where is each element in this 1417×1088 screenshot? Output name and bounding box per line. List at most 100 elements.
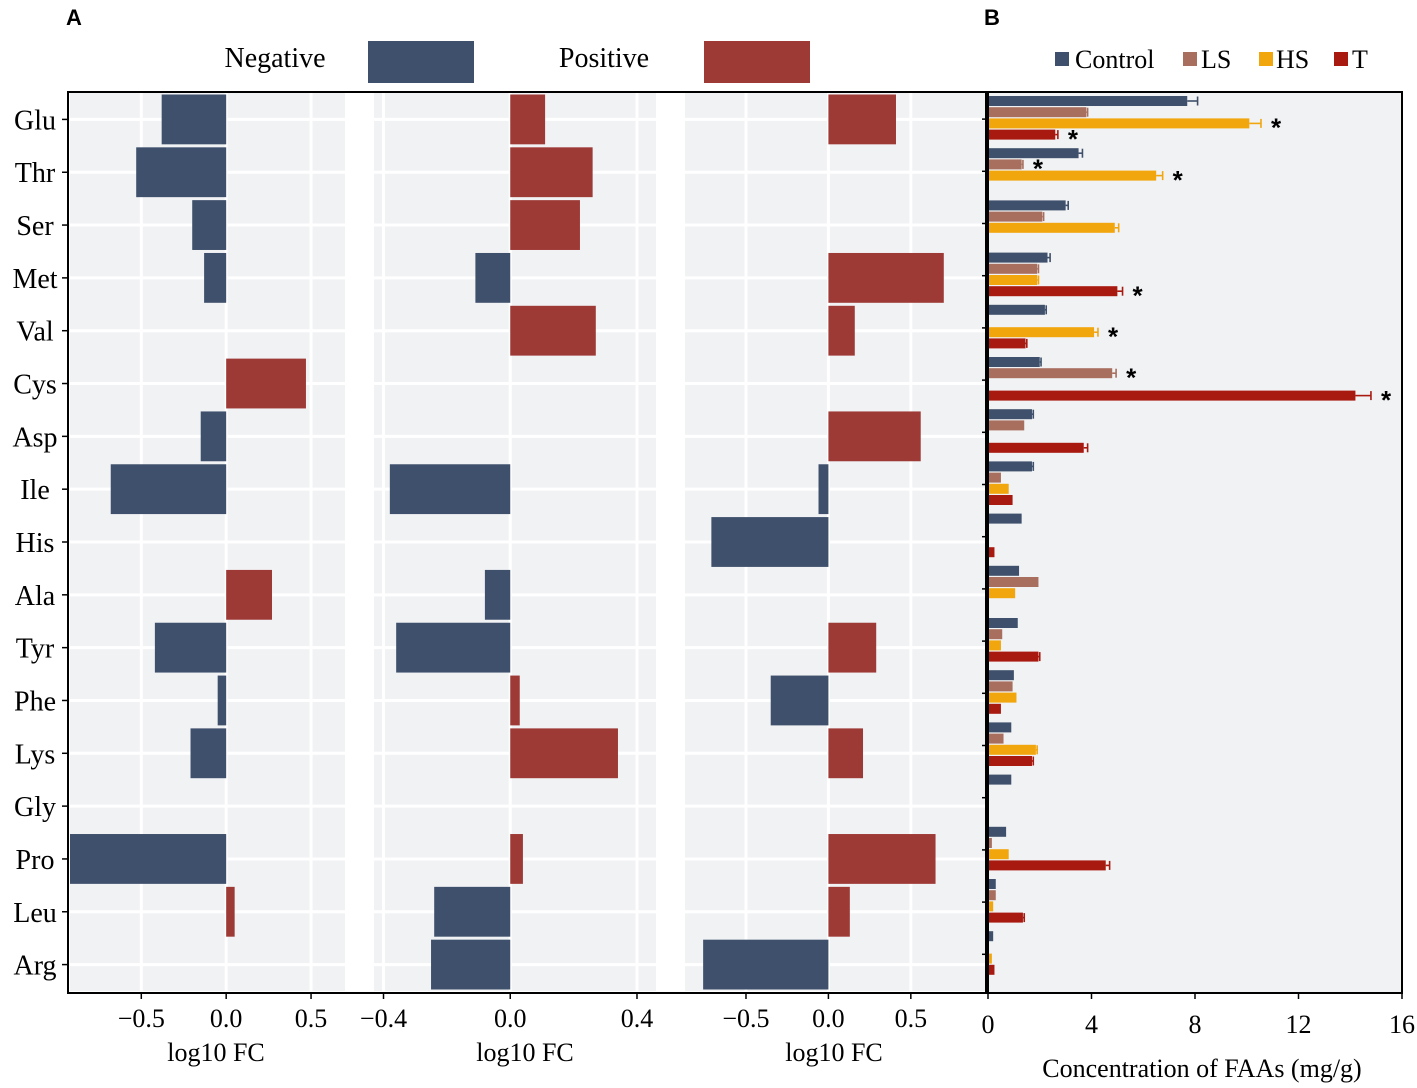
bar-ls-met: [204, 252, 227, 303]
bar-ls-thr: [136, 147, 227, 198]
bar-t-phe: [770, 675, 829, 726]
xlabel-b: Concentration of FAAs (mg/g): [1042, 1054, 1361, 1083]
bar-hs-pro: [510, 834, 523, 884]
frame-a: [67, 91, 987, 994]
significance-marker: *: [1271, 113, 1282, 143]
bar-hs-val: [988, 327, 1095, 338]
bar-t-arg: [988, 964, 995, 975]
category-label-ala: Ala: [15, 581, 56, 612]
bar-t-his: [711, 517, 829, 567]
bar-ls-glu: [161, 94, 227, 145]
bar-ls-cys: [988, 368, 1113, 379]
bar-ls-tyr: [988, 629, 1003, 640]
bar-ls-ser: [192, 200, 227, 250]
bar-hs-phe: [988, 692, 1017, 703]
bar-t-val: [828, 305, 855, 356]
bar-t-met: [828, 252, 944, 303]
bar-control-arg: [988, 931, 994, 942]
xlabel-facet-t: log10 FC: [785, 1038, 883, 1067]
bar-t-pro: [988, 860, 1106, 871]
bar-control-his: [988, 513, 1022, 524]
bar-hs-ser: [988, 222, 1115, 233]
bar-ls-ser: [988, 211, 1043, 222]
bar-t-leu: [988, 912, 1023, 923]
bar-ls-asp: [200, 411, 227, 462]
bar-t-cys: [988, 390, 1356, 401]
x-tick-label: 4: [1085, 1010, 1098, 1039]
bar-control-ala: [988, 565, 1020, 576]
legend-negative-swatch: [368, 41, 474, 83]
bar-control-cys: [988, 357, 1040, 367]
x-tick-label: 0.5: [295, 1004, 328, 1033]
bar-t-ile: [988, 495, 1013, 505]
category-label-met: Met: [12, 264, 57, 295]
bar-hs-leu: [434, 886, 511, 937]
category-label-his: His: [16, 528, 55, 559]
x-tick-label: 0.0: [210, 1004, 243, 1033]
panel-a-marks: Glu Thr Ser Met Val Cys Asp Ile His Ala Tyr Phe Lys G…: [12, 93, 985, 1033]
bar-t-glu: [828, 94, 896, 145]
category-label-pro: Pro: [16, 845, 55, 876]
bar-control-ile: [988, 461, 1032, 472]
legend-positive-swatch: [704, 41, 810, 83]
x-tick-label: 0.4: [621, 1004, 654, 1033]
significance-marker: *: [1381, 385, 1392, 415]
bar-control-met: [988, 252, 1048, 263]
bar-ls-asp: [988, 420, 1025, 431]
bar-hs-phe: [510, 675, 520, 726]
legend-negative-label: Negative: [224, 43, 325, 74]
significance-marker: *: [1033, 154, 1044, 184]
bar-hs-leu: [988, 901, 994, 912]
bar-hs-ala: [988, 588, 1016, 599]
category-label-leu: Leu: [13, 898, 57, 929]
category-label-cys: Cys: [13, 370, 57, 401]
bar-ls-phe: [988, 681, 1013, 692]
bar-ls-pro: [70, 834, 227, 884]
significance-marker: *: [1133, 280, 1144, 310]
bar-t-pro: [828, 834, 936, 884]
bar-hs-val: [510, 305, 596, 356]
bar-control-tyr: [988, 618, 1018, 628]
bar-control-pro: [988, 826, 1007, 837]
legend-control-swatch: [1055, 52, 1069, 66]
bar-ls-cys: [226, 358, 306, 409]
x-tick-label: 12: [1286, 1010, 1312, 1039]
legend-ls-swatch: [1183, 52, 1197, 66]
bar-control-val: [988, 304, 1045, 315]
legend-ls-label: LS: [1201, 45, 1231, 74]
bar-control-ser: [988, 200, 1066, 211]
bar-t-arg: [703, 939, 829, 990]
category-label-asp: Asp: [12, 422, 57, 453]
bar-hs-lys: [510, 728, 618, 779]
bar-hs-ile: [389, 464, 511, 515]
significance-marker: *: [1126, 362, 1137, 392]
bar-control-leu: [988, 879, 996, 889]
bar-hs-ile: [988, 483, 1009, 494]
xlabel-facet-ls: log10 FC: [167, 1038, 265, 1067]
legend-hs-label: HS: [1276, 45, 1309, 74]
category-label-arg: Arg: [13, 951, 56, 982]
bar-t-glu: [988, 129, 1056, 140]
bar-t-his: [988, 547, 995, 558]
x-tick-label: 8: [1189, 1010, 1202, 1039]
bar-hs-glu: [510, 94, 546, 145]
bar-control-lys: [988, 722, 1012, 733]
category-label-ser: Ser: [16, 211, 54, 242]
bar-t-phe: [988, 703, 1001, 714]
panel-label-a: A: [66, 5, 82, 30]
frame-b: [987, 91, 1403, 994]
xlabel-facet-hs: log10 FC: [476, 1038, 574, 1067]
bar-hs-thr: [510, 147, 593, 198]
category-label-phe: Phe: [14, 686, 56, 717]
plot-b-background: [987, 91, 1403, 994]
bar-ls-leu: [988, 890, 996, 901]
category-label-glu: Glu: [14, 105, 56, 136]
bar-ls-ala: [988, 577, 1039, 587]
bar-hs-arg: [431, 939, 511, 990]
significance-marker: *: [1068, 124, 1079, 154]
bar-control-gly: [988, 774, 1012, 785]
x-tick-label: −0.5: [722, 1004, 769, 1033]
bar-hs-met: [475, 252, 511, 303]
bar-ls-ala: [226, 569, 273, 620]
bar-hs-tyr: [396, 622, 511, 673]
